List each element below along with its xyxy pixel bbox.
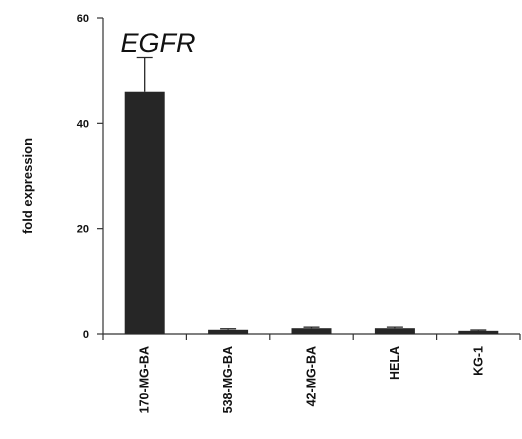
x-tick-label: KG-1 xyxy=(471,346,485,376)
error-bar-series xyxy=(136,56,487,331)
y-tick-label: 20 xyxy=(77,224,89,236)
y-axis-label: fold expression xyxy=(20,138,35,234)
bar xyxy=(458,330,499,334)
y-axis-ticks: 0 20 40 60 xyxy=(77,13,103,341)
y-tick-label: 60 xyxy=(77,13,89,25)
y-tick-label: 0 xyxy=(83,329,89,341)
bar xyxy=(291,328,332,334)
x-tick-label: 170-MG-BA xyxy=(138,346,152,413)
x-tick-label: HELA xyxy=(388,346,402,380)
x-tick-label: 42-MG-BA xyxy=(305,346,319,406)
bar xyxy=(124,91,165,334)
chart-title: EGFR xyxy=(120,28,195,58)
bar xyxy=(208,329,249,334)
chart-axes xyxy=(102,18,520,340)
bar xyxy=(374,328,415,334)
y-tick-label: 40 xyxy=(77,118,89,130)
x-tick-label: 538-MG-BA xyxy=(221,346,235,413)
bar-series xyxy=(124,91,499,334)
x-axis-ticks: 170-MG-BA 538-MG-BA 42-MG-BA HELA KG-1 xyxy=(138,334,521,413)
